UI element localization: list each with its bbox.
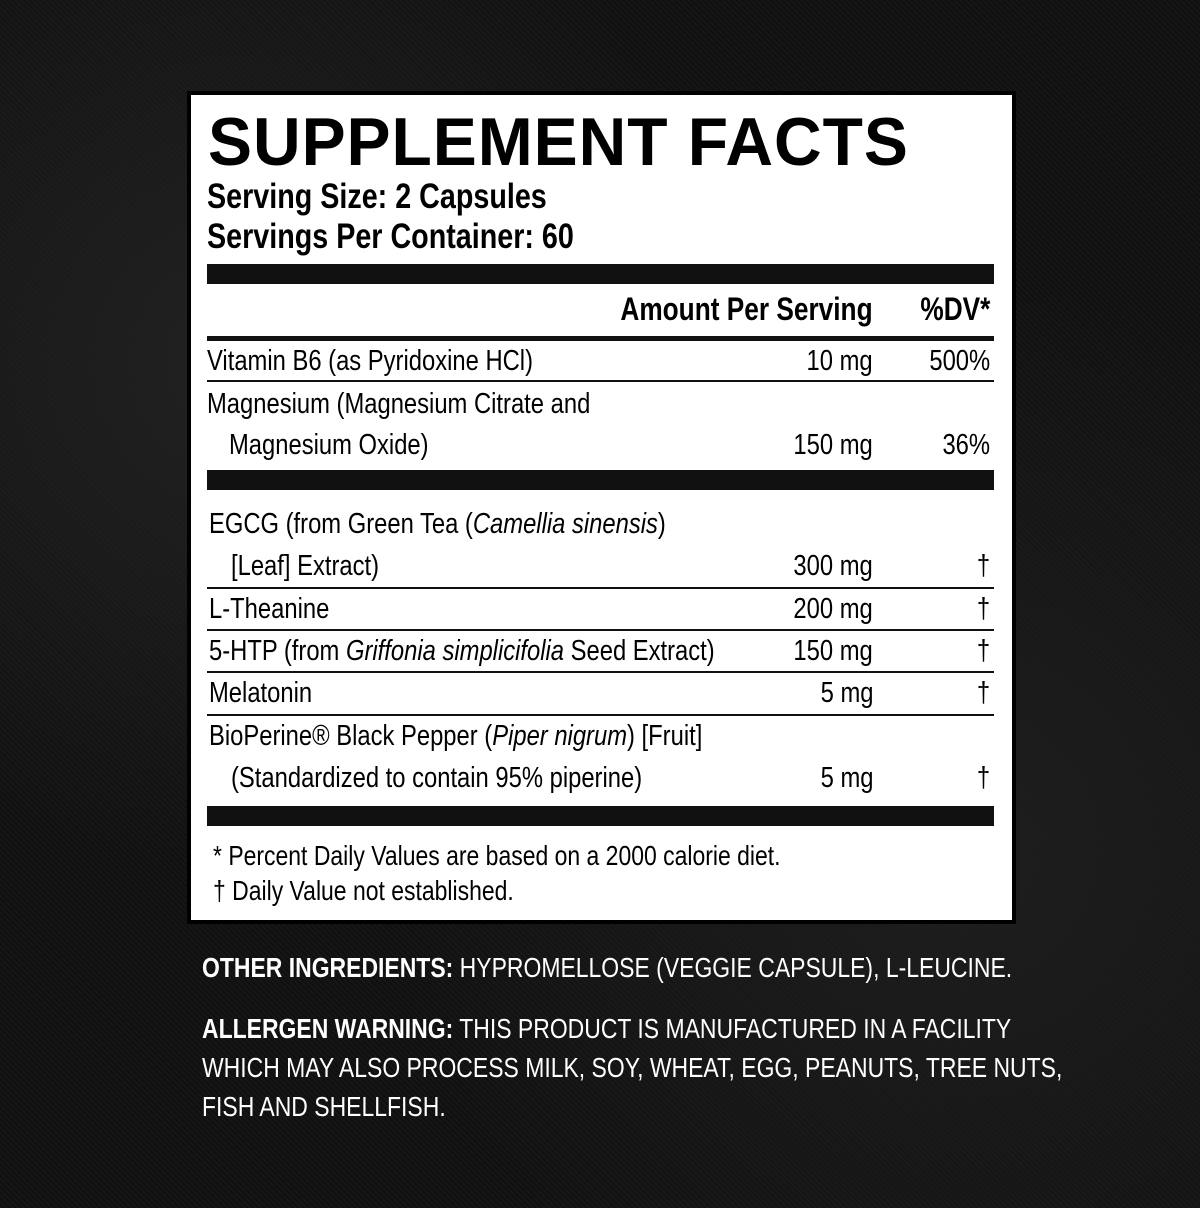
nutrient-dv: 36% [942,429,990,461]
panel-title: SUPPLEMENT FACTS [208,104,909,180]
ingredient-name: Melatonin [209,677,313,709]
ingredient-amount: 150 mg [793,635,873,667]
thick-divider [207,470,994,490]
ingredient-dv: † [976,635,990,667]
row-divider [207,714,994,716]
ingredient-amount: 5 mg [820,677,873,709]
ingredient-name: L-Theanine [209,593,330,625]
ingredient-dv: † [976,593,990,625]
ingredient-dv: † [976,550,990,582]
nutrient-amount: 10 mg [806,345,873,377]
nutrient-dv: 500% [929,345,990,377]
supplement-facts-panel: SUPPLEMENT FACTS Serving Size: 2 Capsule… [187,91,1016,924]
row-divider [207,587,994,589]
servings-per-container: Servings Per Container: 60 [207,217,574,256]
amount-header: Amount Per Serving [620,291,873,327]
footnote-dv: * Percent Daily Values are based on a 20… [213,840,781,871]
ingredient-name: BioPerine® Black Pepper (Piper nigrum) [… [209,720,703,752]
ingredient-name-cont: (Standardized to contain 95% piperine) [231,762,643,794]
ingredient-dv: † [976,677,990,709]
dv-header: %DV* [920,291,990,327]
ingredient-name: 5-HTP (from Griffonia simplicifolia Seed… [209,635,715,667]
row-divider [207,671,994,673]
footnote-dagger: † Daily Value not established. [213,875,514,906]
thick-divider [207,264,994,284]
nutrient-name: Magnesium (Magnesium Citrate and [207,388,591,420]
ingredient-name: EGCG (from Green Tea (Camellia sinensis) [209,508,666,540]
ingredient-name-cont: [Leaf] Extract) [231,550,380,582]
other-ingredients: OTHER INGREDIENTS: HYPROMELLOSE (VEGGIE … [202,952,1013,983]
nutrient-name-cont: Magnesium Oxide) [229,429,429,461]
row-divider [207,380,994,382]
row-divider [207,629,994,631]
nutrient-amount: 150 mg [793,429,873,461]
ingredient-amount: 300 mg [793,550,873,582]
allergen-warning: ALLERGEN WARNING: THIS PRODUCT IS MANUFA… [202,1013,1063,1122]
thick-divider [207,806,994,826]
header-divider [207,336,994,341]
ingredient-amount: 5 mg [820,762,873,794]
nutrient-name: Vitamin B6 (as Pyridoxine HCl) [207,345,533,377]
serving-size: Serving Size: 2 Capsules [207,177,547,216]
ingredient-amount: 200 mg [793,593,873,625]
ingredient-dv: † [976,762,990,794]
